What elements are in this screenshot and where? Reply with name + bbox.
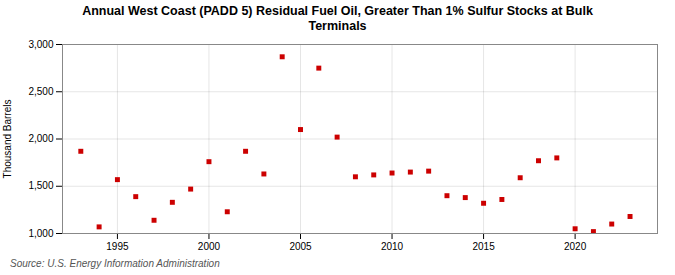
- svg-text:2000: 2000: [198, 241, 221, 252]
- svg-text:1,500: 1,500: [28, 180, 53, 191]
- html-text:Source: U.S. Energy Informatio: Source: U.S. Energy Information Administ…: [10, 258, 220, 269]
- svg-text:1995: 1995: [106, 241, 129, 252]
- svg-text:2010: 2010: [381, 241, 404, 252]
- html-text:Annual West Coast (PADD 5) Res: Annual West Coast (PADD 5) Residual Fuel…: [82, 4, 593, 33]
- svg-text:1,000: 1,000: [28, 228, 53, 239]
- svg-text:2005: 2005: [289, 241, 312, 252]
- svg-text:2020: 2020: [564, 241, 587, 252]
- svg-text:3,000: 3,000: [28, 39, 53, 50]
- svg-text:Thousand Barrels: Thousand Barrels: [2, 100, 13, 179]
- svg-text:2,000: 2,000: [28, 133, 53, 144]
- svg-text:2015: 2015: [472, 241, 495, 252]
- svg-text:2,500: 2,500: [28, 86, 53, 97]
